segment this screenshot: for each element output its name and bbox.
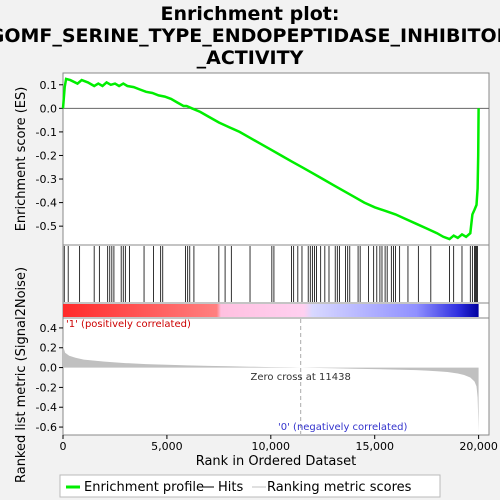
metric-y-tick-label: 0.2 — [40, 342, 58, 355]
x-tick-label: 10,000 — [252, 440, 291, 453]
rank-colorbar — [63, 304, 479, 317]
metric-y-tick-label: 0.0 — [40, 362, 58, 375]
legend-metric-label: Ranking metric scores — [267, 480, 412, 495]
hit-markers — [63, 246, 478, 302]
es-y-tick-label: -0.5 — [36, 220, 57, 233]
metric-y-axis-label: Ranked list metric (Signal2Noise) — [14, 267, 29, 483]
es-y-tick-label: -0.3 — [36, 173, 57, 186]
positive-correlation-label: '1' (positively correlated) — [66, 319, 191, 330]
x-tick-label: 0 — [60, 440, 67, 453]
es-y-tick-label: 0.1 — [40, 79, 58, 92]
metric-y-tick-label: -0.6 — [36, 421, 57, 434]
x-axis: 0 5,000 10,000 15,000 20,000 — [60, 435, 498, 453]
es-y-tick-label: 0.0 — [40, 102, 58, 115]
title-line-3: _ACTIVITY — [197, 47, 304, 69]
legend-box — [59, 474, 441, 498]
plot-title: Enrichment plot: GOMF_SERINE_TYPE_ENDOPE… — [0, 3, 500, 69]
metric-y-tick-label: -0.4 — [36, 401, 57, 414]
es-y-axis: 0.1 0.0 -0.1 -0.2 -0.3 -0.4 -0.5 — [36, 79, 63, 233]
es-y-tick-label: -0.2 — [36, 149, 57, 162]
legend-enrichment-label: Enrichment profile — [84, 480, 204, 495]
title-line-1: Enrichment plot: — [161, 3, 340, 25]
title-line-2: GOMF_SERINE_TYPE_ENDOPEPTIDASE_INHIBITOR — [0, 25, 500, 47]
legend-hits-label: Hits — [218, 480, 243, 495]
metric-panel — [62, 317, 490, 436]
negative-correlation-label: '0' (negatively correlated) — [278, 422, 407, 433]
es-y-axis-label: Enrichment score (ES) — [14, 87, 29, 232]
hits-panel — [62, 244, 490, 304]
enrichment-profile-line — [61, 77, 480, 241]
es-y-tick-label: -0.1 — [36, 126, 57, 139]
zero-cross-label: Zero cross at 11438 — [251, 372, 351, 383]
es-y-tick-label: -0.4 — [36, 197, 57, 210]
es-panel — [62, 72, 490, 246]
x-tick-label: 5,000 — [151, 440, 183, 453]
x-tick-label: 20,000 — [459, 440, 498, 453]
metric-y-axis: 0.4 0.2 0.0 -0.2 -0.4 -0.6 — [36, 322, 63, 434]
x-tick-label: 15,000 — [355, 440, 394, 453]
metric-y-tick-label: 0.4 — [40, 322, 58, 335]
metric-y-tick-label: -0.2 — [36, 381, 57, 394]
x-axis-label: Rank in Ordered Dataset — [196, 454, 357, 469]
